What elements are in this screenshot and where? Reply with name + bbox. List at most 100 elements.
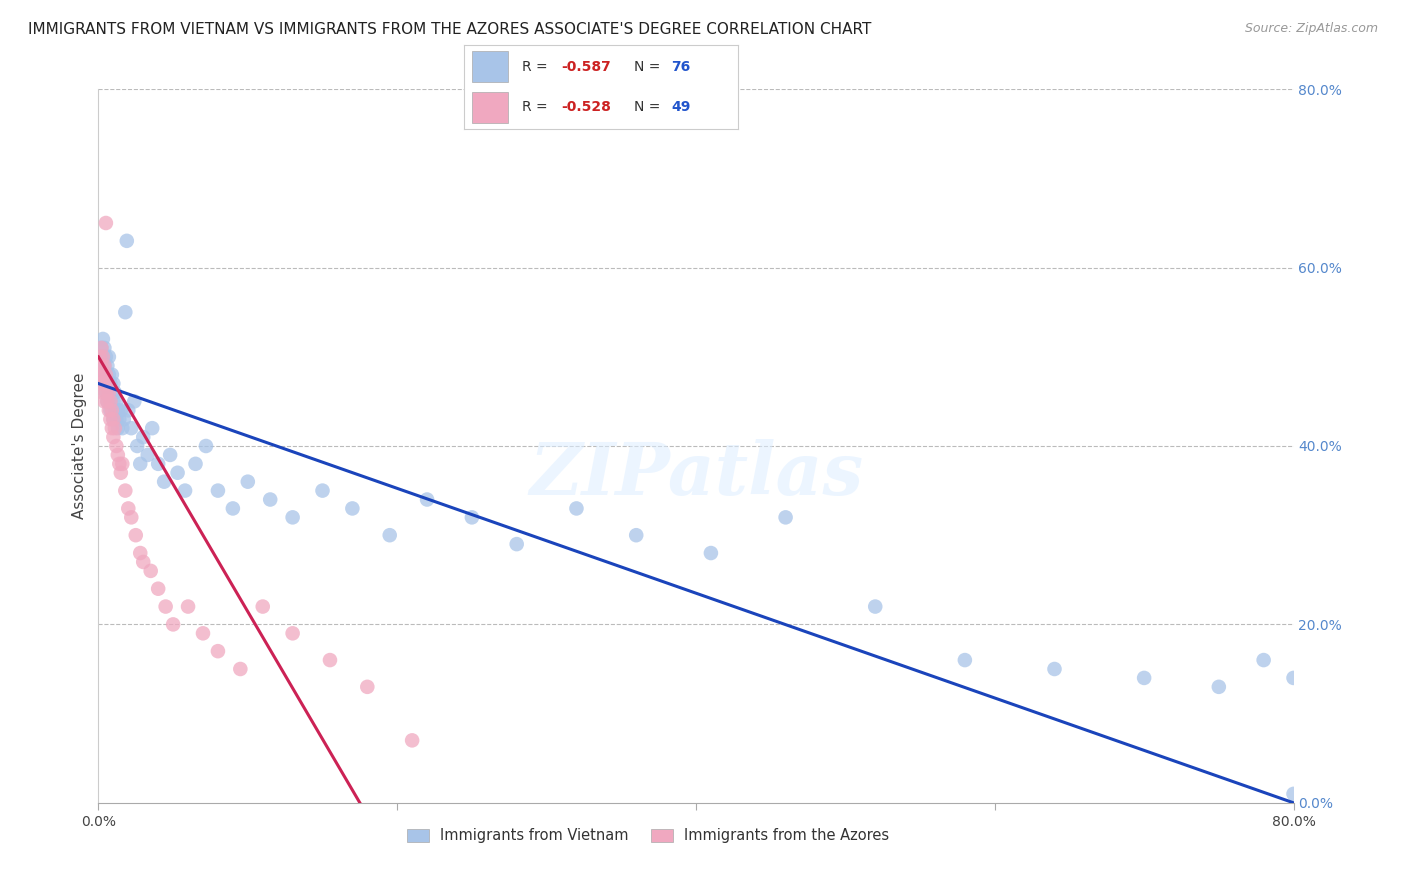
Point <box>91 350 114 364</box>
Point <box>416 492 439 507</box>
Point <box>174 483 197 498</box>
Point <box>319 653 342 667</box>
Point <box>148 457 170 471</box>
Point <box>115 234 138 248</box>
Text: IMMIGRANTS FROM VIETNAM VS IMMIGRANTS FROM THE AZORES ASSOCIATE'S DEGREE CORRELA: IMMIGRANTS FROM VIETNAM VS IMMIGRANTS FR… <box>28 22 872 37</box>
Point <box>229 662 252 676</box>
Point <box>506 537 529 551</box>
Point <box>124 394 146 409</box>
Point <box>107 421 129 435</box>
Point <box>117 403 139 417</box>
Point <box>105 394 128 409</box>
Text: R =: R = <box>522 100 551 114</box>
Point <box>101 421 124 435</box>
Point <box>259 492 281 507</box>
Text: 76: 76 <box>671 60 690 74</box>
Bar <box>472 52 508 82</box>
Text: -0.587: -0.587 <box>561 60 612 74</box>
Legend: Immigrants from Vietnam, Immigrants from the Azores: Immigrants from Vietnam, Immigrants from… <box>401 822 896 849</box>
Point <box>136 448 159 462</box>
Point <box>97 385 120 400</box>
Point <box>195 439 218 453</box>
Point <box>94 216 117 230</box>
Point <box>103 412 125 426</box>
Point <box>1253 653 1275 667</box>
Point <box>90 341 112 355</box>
Point <box>101 368 124 382</box>
Point <box>177 599 200 614</box>
Text: N =: N = <box>634 60 665 74</box>
Point <box>90 341 112 355</box>
Point <box>94 385 117 400</box>
Point <box>342 501 364 516</box>
Point <box>236 475 259 489</box>
Point <box>132 555 155 569</box>
Point <box>98 376 122 391</box>
Point <box>98 394 122 409</box>
Point <box>91 350 114 364</box>
Point <box>97 403 120 417</box>
Point <box>461 510 484 524</box>
Point <box>252 599 274 614</box>
Point <box>105 439 128 453</box>
Point <box>89 368 111 382</box>
Point <box>90 359 112 373</box>
Point <box>97 350 120 364</box>
Point <box>129 546 152 560</box>
Point <box>378 528 401 542</box>
Point <box>222 501 245 516</box>
Point <box>96 394 118 409</box>
Text: 49: 49 <box>671 100 690 114</box>
Point <box>1282 671 1305 685</box>
Point <box>125 528 148 542</box>
Point <box>98 403 122 417</box>
Point <box>107 403 129 417</box>
Point <box>865 599 887 614</box>
Text: R =: R = <box>522 60 551 74</box>
Point <box>148 582 170 596</box>
Point <box>96 376 118 391</box>
Point <box>162 617 184 632</box>
Point <box>91 332 114 346</box>
Point <box>94 368 117 382</box>
Point <box>90 376 112 391</box>
Point <box>155 599 177 614</box>
Point <box>111 421 134 435</box>
Point <box>103 430 125 444</box>
Point <box>91 368 114 382</box>
Point <box>108 412 131 426</box>
Point <box>93 376 115 391</box>
Point <box>104 421 127 435</box>
Point <box>311 483 333 498</box>
Point <box>110 466 132 480</box>
Point <box>98 394 122 409</box>
Point <box>114 483 136 498</box>
Point <box>953 653 976 667</box>
Point <box>91 385 114 400</box>
Point <box>207 483 229 498</box>
Point <box>1043 662 1066 676</box>
Point <box>112 412 135 426</box>
Point <box>1133 671 1156 685</box>
Point <box>107 448 129 462</box>
Point <box>104 385 127 400</box>
Point <box>700 546 723 560</box>
Point <box>96 376 118 391</box>
Point <box>401 733 423 747</box>
Point <box>94 385 117 400</box>
Point <box>132 430 155 444</box>
Point <box>108 457 131 471</box>
Point <box>96 394 118 409</box>
Point <box>97 368 120 382</box>
Point <box>103 376 125 391</box>
Text: -0.528: -0.528 <box>561 100 612 114</box>
Point <box>141 421 163 435</box>
Point <box>191 626 214 640</box>
Point <box>93 359 115 373</box>
Text: N =: N = <box>634 100 665 114</box>
Point <box>93 341 115 355</box>
Point <box>97 385 120 400</box>
Point <box>89 350 111 364</box>
Point <box>98 412 122 426</box>
Point <box>565 501 588 516</box>
